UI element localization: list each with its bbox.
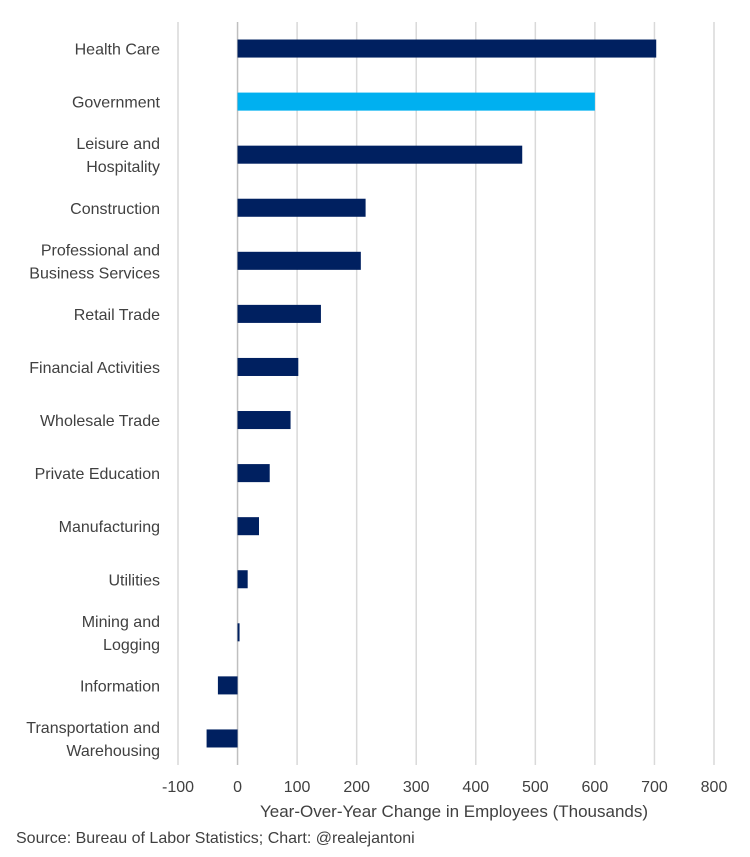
category-label: Information (80, 678, 160, 695)
x-tick-label: 800 (701, 779, 728, 796)
x-tick-label: 700 (641, 779, 668, 796)
bar (237, 623, 240, 642)
x-tick-label: -100 (162, 779, 194, 796)
category-label: Wholesale Trade (40, 413, 160, 430)
category-label: Mining and Logging (82, 614, 160, 654)
bar (237, 251, 361, 270)
bar (206, 729, 238, 748)
gridlines (177, 22, 715, 765)
bar (237, 92, 595, 111)
x-tick-label: 100 (284, 779, 311, 796)
x-axis-title: Year-Over-Year Change in Employees (Thou… (260, 802, 648, 821)
bar (237, 464, 270, 483)
category-label: Transportation and Warehousing (26, 720, 160, 760)
category-label: Private Education (35, 466, 160, 483)
x-tick-label: 600 (582, 779, 609, 796)
bar (237, 145, 523, 164)
category-label: Government (72, 95, 161, 112)
x-tick-label: 300 (403, 779, 430, 796)
x-tick-label: 500 (522, 779, 549, 796)
category-label: Utilities (108, 572, 160, 589)
category-label: Manufacturing (59, 519, 160, 536)
x-tick-label: 200 (343, 779, 370, 796)
category-label: Professional and Business Services (29, 242, 160, 282)
category-label: Retail Trade (74, 307, 160, 324)
category-labels: Health Care Government Leisure and Hospital… (26, 42, 160, 760)
bar (237, 39, 657, 58)
category-label: Financial Activities (29, 360, 160, 377)
source-caption: Source: Bureau of Labor Statistics; Char… (16, 830, 415, 847)
x-tick-labels: -100 0 100 200 300 400 500 600 700 800 (162, 779, 727, 796)
bar (237, 304, 321, 323)
category-label: Construction (70, 201, 160, 218)
bars (206, 39, 657, 748)
bar (237, 570, 248, 589)
bar (237, 517, 259, 536)
category-label: Health Care (75, 42, 160, 59)
bar (237, 411, 291, 430)
x-tick-label: 400 (462, 779, 489, 796)
category-label: Leisure and Hospitality (76, 136, 160, 176)
bar (237, 198, 366, 217)
bar (237, 357, 299, 376)
x-tick-label: 0 (233, 779, 242, 796)
bar (217, 676, 238, 695)
